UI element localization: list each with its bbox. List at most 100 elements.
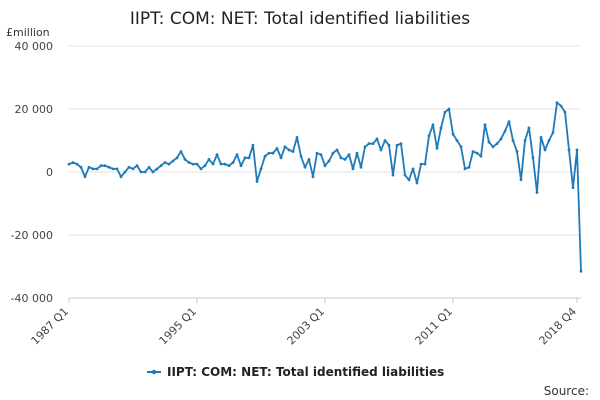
data-point [143,170,147,174]
data-point [335,148,339,152]
data-point [247,156,251,160]
data-point [551,131,555,135]
data-point [195,162,199,166]
data-point [191,162,195,166]
data-point [339,156,343,160]
data-point [131,167,135,171]
data-point [179,150,183,153]
data-point [299,154,303,158]
data-point [347,153,351,157]
series-line [68,101,582,272]
data-point [363,145,367,149]
data-point [103,164,107,168]
data-point [203,164,207,168]
data-point [399,142,403,146]
data-point [211,162,215,166]
data-point [311,175,315,179]
data-point [175,156,179,160]
x-axis: 1987 Q1 1995 Q1 2003 Q1 2011 Q1 2018 Q4 [29,297,581,348]
data-point [407,178,411,182]
data-point [315,151,319,155]
data-point [487,140,491,144]
data-point [215,153,219,157]
data-point [239,164,243,168]
data-point [431,123,435,127]
y-unit-label: £million [6,26,50,39]
data-point [159,164,163,168]
data-point [263,154,267,158]
data-point [87,165,91,169]
data-point [543,148,547,152]
data-point [547,139,551,142]
data-point [563,110,567,114]
data-point [523,139,527,142]
x-tick-label: 2011 Q1 [413,305,456,348]
data-point [511,139,515,142]
data-point [251,143,255,147]
y-tick-label: -20 000 [11,229,53,242]
data-point [319,153,323,157]
data-point [163,161,167,164]
data-point [279,156,283,160]
data-point [235,153,239,157]
source-label: Source: [544,384,589,398]
y-tick-label: 40 000 [15,40,54,53]
data-point [275,146,279,150]
data-point [555,101,559,105]
data-point [127,165,131,169]
data-point [427,134,431,138]
data-point [423,162,427,166]
data-point [223,162,227,166]
data-point [463,167,467,171]
data-point [199,167,203,171]
data-point [207,158,211,161]
data-point [135,164,139,168]
data-point [231,161,235,164]
data-point [331,151,335,155]
data-point [171,159,175,163]
data-point [483,123,487,127]
data-point [139,170,143,174]
data-point [187,161,191,164]
data-point [451,132,455,136]
data-point [111,167,115,171]
legend-label: IIPT: COM: NET: Total identified liabili… [167,365,444,379]
data-point [375,137,379,141]
legend-swatch-marker [151,369,157,375]
data-point [443,110,447,114]
x-tick-label: 2018 Q4 [537,305,580,348]
data-point [255,180,259,183]
data-point [391,173,395,177]
data-point [419,162,423,166]
data-point [575,148,579,152]
data-point [219,162,223,166]
data-point [327,159,331,163]
data-point [491,145,495,149]
data-point [271,151,275,155]
data-point [119,175,123,179]
y-tick-label: -40 000 [11,292,53,305]
y-axis-ticks: 40 000 20 000 0 -20 000 -40 000 [11,40,53,305]
data-point [519,178,523,182]
data-point [503,129,507,133]
data-point [471,150,475,153]
data-point [495,142,499,146]
data-point [467,165,471,169]
data-point [459,145,463,149]
data-point [411,167,415,171]
data-point [75,162,79,166]
data-point [155,167,159,171]
data-point [303,165,307,169]
data-point [267,151,271,155]
data-point [287,148,291,152]
data-point [123,170,127,174]
x-tick-label: 1987 Q1 [29,305,72,348]
data-point [479,154,483,158]
data-point [307,158,311,161]
data-point [507,120,511,123]
chart-title: IIPT: COM: NET: Total identified liabili… [130,9,470,29]
data-point [571,186,575,190]
data-point [435,146,439,150]
data-point [535,191,539,194]
data-point [379,148,383,152]
